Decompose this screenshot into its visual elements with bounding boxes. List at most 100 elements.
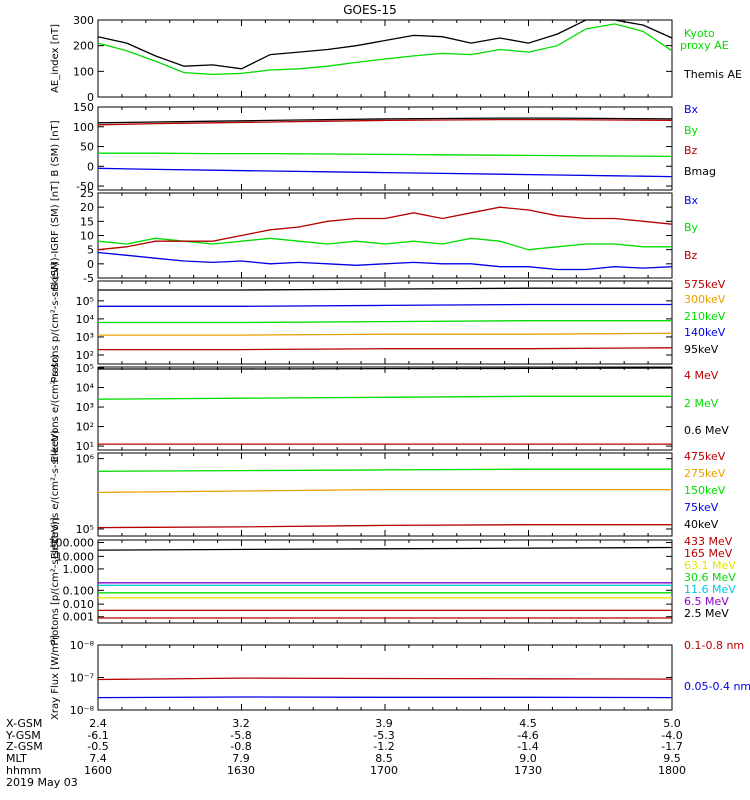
- y-tick-label: 10⁵: [76, 523, 94, 536]
- footer-value: -1.7: [661, 740, 682, 753]
- footer-value: 9.5: [663, 752, 681, 765]
- legend-entry: Themis AE: [683, 68, 742, 81]
- series-line: [97, 237, 672, 251]
- panel-frame: [97, 644, 673, 711]
- series-line: [98, 332, 673, 336]
- y-tick-label: 20: [80, 201, 94, 214]
- y-tick-label: 10⁶: [76, 453, 95, 466]
- y-tick-label: 25: [80, 187, 94, 200]
- legend-entry: By: [684, 221, 699, 234]
- legend-entry: 433 MeV: [684, 535, 733, 548]
- y-tick-label: 200: [73, 40, 94, 53]
- footer-value: -1.2: [373, 740, 394, 753]
- legend-entry: 30.6 MeV: [684, 571, 736, 584]
- series-line: [97, 468, 672, 472]
- y-tick-label: 0.010: [63, 598, 95, 611]
- y-axis-label: B (SM) [nT]: [50, 120, 61, 176]
- legend-entry: 0.6 MeV: [684, 424, 729, 437]
- y-tick-label: 150: [73, 101, 94, 114]
- y-tick-label: 15: [80, 215, 94, 228]
- legend-entry: 210keV: [684, 310, 726, 323]
- footer-value: 5.0: [663, 717, 681, 730]
- legend-entry: 2.5 MeV: [684, 607, 729, 620]
- footer-value: -0.5: [87, 740, 108, 753]
- series-line: [97, 117, 673, 124]
- panel-frame: [97, 366, 673, 451]
- y-tick-label: 10: [80, 230, 94, 243]
- legend-entry: 2 MeV: [684, 397, 719, 410]
- y-tick-label: -5: [83, 272, 94, 285]
- series-line: [97, 524, 672, 529]
- legend-entry: 300keV: [684, 293, 726, 306]
- footer-value: 4.5: [519, 717, 537, 730]
- y-tick-label: 10⁵: [76, 295, 94, 308]
- series-line: [97, 206, 673, 251]
- legend-entry: Bz: [684, 249, 698, 262]
- legend-entry: 11.6 MeV: [684, 583, 736, 596]
- y-tick-label: 1.000: [63, 563, 95, 576]
- series-line: [97, 118, 673, 126]
- legend-entry: 95keV: [684, 343, 719, 356]
- footer-value: -4.0: [661, 729, 682, 742]
- footer-value: 1800: [658, 764, 686, 777]
- y-axis-label: Electrons e/(cm²-s-sr): [50, 355, 61, 463]
- footer-value: 1600: [84, 764, 112, 777]
- y-axis-label: AE_index [nT]: [50, 24, 61, 93]
- footer-row-label: Z-GSM: [6, 740, 43, 753]
- legend-entry: 575keV: [684, 278, 726, 291]
- y-tick-label: 10³: [76, 331, 94, 344]
- series-line: [97, 395, 672, 400]
- footer-value: -5.8: [230, 729, 251, 742]
- y-tick-label: 0.100: [63, 584, 95, 597]
- series-line: [98, 367, 673, 370]
- series-line: [98, 152, 673, 158]
- y-tick-label: 10²: [76, 421, 94, 434]
- y-tick-label: 10⁴: [76, 313, 95, 326]
- y-tick-label: 10⁻⁸: [70, 639, 95, 652]
- legend-entry: 63.1 MeV: [684, 559, 736, 572]
- chart-title: GOES-15: [343, 3, 397, 17]
- y-axis-label: Protons p/(cm²-s-sr-keV): [50, 262, 61, 383]
- panel-frame: [97, 192, 673, 279]
- legend-entry: proxy AE: [680, 39, 729, 52]
- series-line: [98, 320, 672, 324]
- y-tick-label: 10¹: [76, 440, 94, 453]
- y-tick-label: 0: [87, 258, 94, 271]
- footer-value: 1730: [514, 764, 542, 777]
- footer-value: -4.6: [517, 729, 538, 742]
- y-tick-label: 10.000: [56, 550, 95, 563]
- y-tick-label: 10³: [76, 401, 94, 414]
- series-line: [97, 546, 673, 551]
- legend-entry: Bx: [684, 103, 699, 116]
- panel-6: 10⁵ 10⁶ Electrons e/(cm²-s-sr-keV) 475keV 27…: [50, 430, 726, 559]
- legend-entry: 150keV: [684, 484, 726, 497]
- footer-row-label: X-GSM: [6, 717, 42, 730]
- y-tick-label: 0: [87, 160, 94, 173]
- y-axis-label: Xray Flux [W/m²]: [50, 635, 61, 720]
- legend-entry: Kyoto: [684, 27, 715, 40]
- series-line: [97, 488, 672, 494]
- legend-entry: Bmag: [684, 165, 716, 178]
- y-tick-label: 10⁻⁸: [70, 704, 95, 717]
- footer-value: 3.9: [375, 717, 393, 730]
- panel-2: -50 0 50 100 150 B (SM) [nT] Bx By Bz Bmag: [50, 101, 716, 193]
- legend-entry: 4 MeV: [684, 369, 719, 382]
- legend-entry: 140keV: [684, 326, 726, 339]
- footer-value: 1630: [227, 764, 255, 777]
- y-tick-label: -50: [76, 180, 94, 193]
- legend-entry: Bx: [684, 194, 699, 207]
- legend-entry: 275keV: [684, 467, 726, 480]
- legend-entry: 6.5 MeV: [684, 595, 729, 608]
- y-tick-label: 0.001: [63, 611, 95, 624]
- series-line: [97, 251, 673, 271]
- y-tick-label: 10⁴: [76, 382, 95, 395]
- footer-value: 9.0: [519, 752, 537, 765]
- legend-entry: 0.05-0.4 nm: [684, 680, 750, 693]
- legend-entry: 475keV: [684, 450, 726, 463]
- y-axis-label: B (SM)-IGRF (SM) [nT]: [50, 181, 61, 290]
- y-tick-label: 5: [87, 244, 94, 257]
- panel-frame: [97, 452, 673, 537]
